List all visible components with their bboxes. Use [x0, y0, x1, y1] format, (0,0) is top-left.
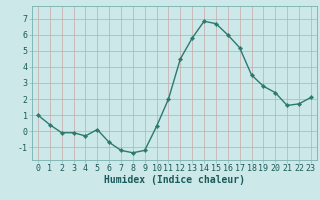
X-axis label: Humidex (Indice chaleur): Humidex (Indice chaleur): [104, 175, 245, 185]
